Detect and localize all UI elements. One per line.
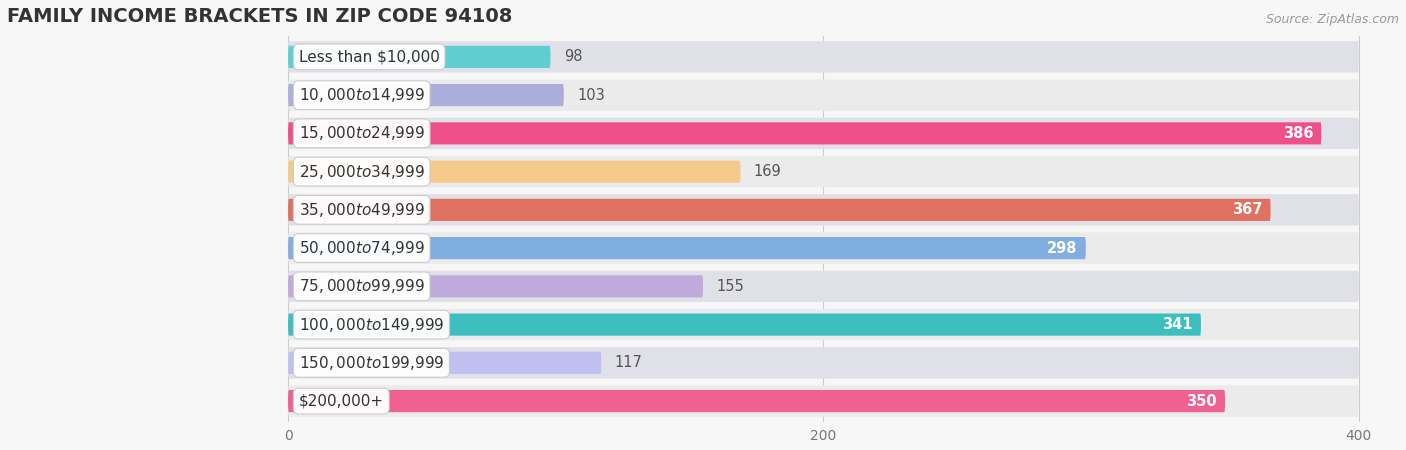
Text: $200,000+: $200,000+	[298, 394, 384, 409]
Text: $35,000 to $49,999: $35,000 to $49,999	[298, 201, 425, 219]
Text: $75,000 to $99,999: $75,000 to $99,999	[298, 277, 425, 295]
Text: $15,000 to $24,999: $15,000 to $24,999	[298, 124, 425, 142]
FancyBboxPatch shape	[288, 46, 550, 68]
FancyBboxPatch shape	[288, 232, 1358, 264]
Text: $25,000 to $34,999: $25,000 to $34,999	[298, 162, 425, 180]
FancyBboxPatch shape	[288, 80, 1358, 111]
Text: Source: ZipAtlas.com: Source: ZipAtlas.com	[1265, 14, 1399, 27]
FancyBboxPatch shape	[288, 385, 1358, 417]
FancyBboxPatch shape	[288, 194, 1358, 225]
Text: 98: 98	[564, 50, 582, 64]
Text: 117: 117	[614, 356, 643, 370]
FancyBboxPatch shape	[288, 156, 1358, 187]
Text: $10,000 to $14,999: $10,000 to $14,999	[298, 86, 425, 104]
Text: 367: 367	[1232, 202, 1263, 217]
Text: 386: 386	[1282, 126, 1313, 141]
FancyBboxPatch shape	[288, 314, 1201, 336]
Text: Less than $10,000: Less than $10,000	[298, 50, 440, 64]
Text: 298: 298	[1047, 241, 1078, 256]
Text: 103: 103	[578, 88, 605, 103]
FancyBboxPatch shape	[288, 122, 1322, 144]
Text: 341: 341	[1163, 317, 1192, 332]
FancyBboxPatch shape	[288, 270, 1358, 302]
FancyBboxPatch shape	[288, 84, 564, 106]
FancyBboxPatch shape	[288, 237, 1085, 259]
FancyBboxPatch shape	[288, 347, 1358, 378]
Text: FAMILY INCOME BRACKETS IN ZIP CODE 94108: FAMILY INCOME BRACKETS IN ZIP CODE 94108	[7, 7, 512, 26]
Text: $150,000 to $199,999: $150,000 to $199,999	[298, 354, 444, 372]
FancyBboxPatch shape	[288, 352, 602, 374]
FancyBboxPatch shape	[288, 275, 703, 297]
Text: $100,000 to $149,999: $100,000 to $149,999	[298, 315, 444, 333]
FancyBboxPatch shape	[288, 309, 1358, 340]
Text: $50,000 to $74,999: $50,000 to $74,999	[298, 239, 425, 257]
Text: 350: 350	[1187, 394, 1218, 409]
Text: 155: 155	[717, 279, 744, 294]
Text: 169: 169	[754, 164, 782, 179]
FancyBboxPatch shape	[288, 161, 741, 183]
FancyBboxPatch shape	[288, 41, 1358, 72]
FancyBboxPatch shape	[288, 118, 1358, 149]
FancyBboxPatch shape	[288, 199, 1271, 221]
FancyBboxPatch shape	[288, 390, 1225, 412]
